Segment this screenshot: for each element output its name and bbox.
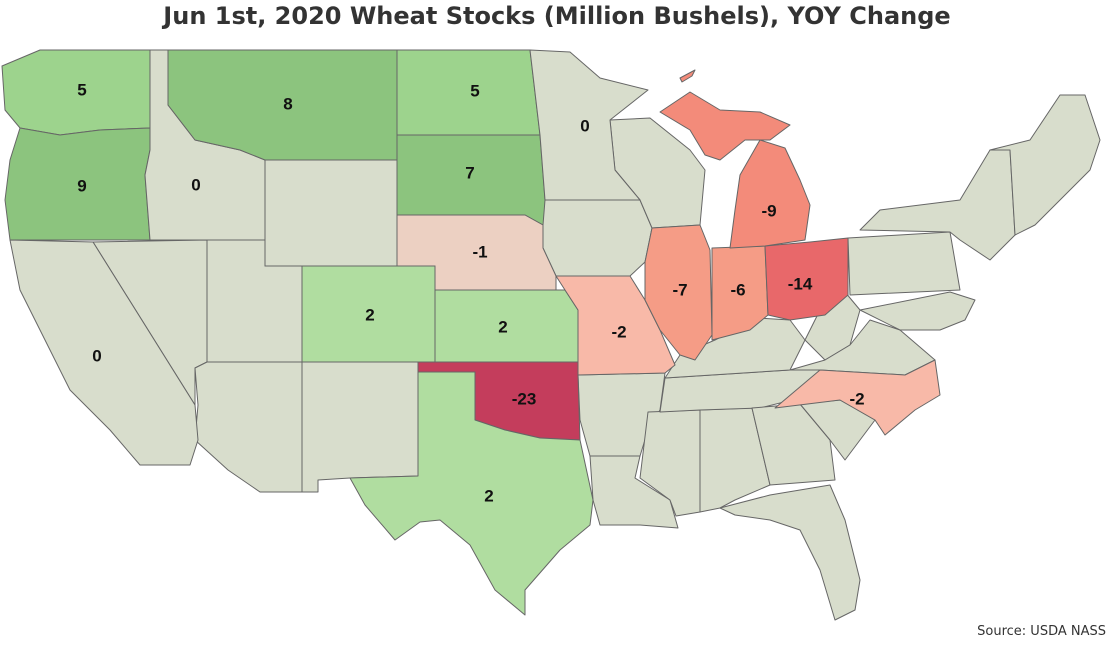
label-ohio: -14 [788, 274, 813, 293]
state-michigan-upper[interactable] [659, 91, 791, 161]
state-north-dakota[interactable] [396, 49, 541, 136]
state-minnesota[interactable] [529, 49, 649, 201]
label-indiana: -6 [730, 280, 745, 299]
state-florida[interactable] [719, 484, 861, 621]
label-oklahoma: -23 [512, 389, 537, 408]
label-kansas: 2 [498, 317, 507, 336]
label-north-dakota: 5 [470, 81, 479, 100]
label-north-carolina: -2 [849, 389, 864, 408]
label-illinois: -7 [672, 280, 687, 299]
state-arizona[interactable] [194, 361, 303, 493]
state-texas[interactable] [349, 371, 594, 616]
label-nebraska: -1 [472, 242, 487, 261]
state-wyoming[interactable] [264, 159, 398, 267]
label-michigan: -9 [761, 201, 776, 220]
state-washington[interactable] [1, 49, 151, 136]
label-texas: 2 [484, 486, 493, 505]
value-labels: 5 9 0 8 5 7 0 -1 0 2 2 -23 2 -2 -7 -6 -1… [77, 80, 864, 505]
state-michigan-lower[interactable] [729, 139, 811, 249]
state-north-carolina[interactable] [774, 359, 941, 436]
label-minnesota: 0 [580, 116, 589, 135]
label-montana: 8 [283, 94, 292, 113]
state-michigan-isle[interactable] [679, 69, 696, 83]
label-california: 0 [92, 346, 101, 365]
state-ohio[interactable] [764, 237, 849, 321]
label-washington: 5 [77, 80, 86, 99]
label-colorado: 2 [365, 305, 374, 324]
map-title: Jun 1st, 2020 Wheat Stocks (Million Bush… [163, 2, 951, 30]
state-mid-atlantic[interactable] [859, 291, 976, 331]
state-illinois[interactable] [644, 224, 713, 361]
state-louisiana[interactable] [589, 455, 679, 529]
source-note: Source: USDA NASS [977, 624, 1106, 639]
label-idaho: 0 [191, 175, 200, 194]
neutral-states [92, 94, 1101, 621]
label-oregon: 9 [77, 176, 86, 195]
state-california[interactable] [9, 239, 199, 466]
label-south-dakota: 7 [465, 163, 474, 182]
label-missouri: -2 [611, 322, 626, 341]
state-pennsylvania[interactable] [847, 231, 961, 296]
state-new-england[interactable] [989, 94, 1101, 236]
state-new-mexico[interactable] [301, 361, 419, 493]
state-iowa[interactable] [542, 199, 653, 277]
